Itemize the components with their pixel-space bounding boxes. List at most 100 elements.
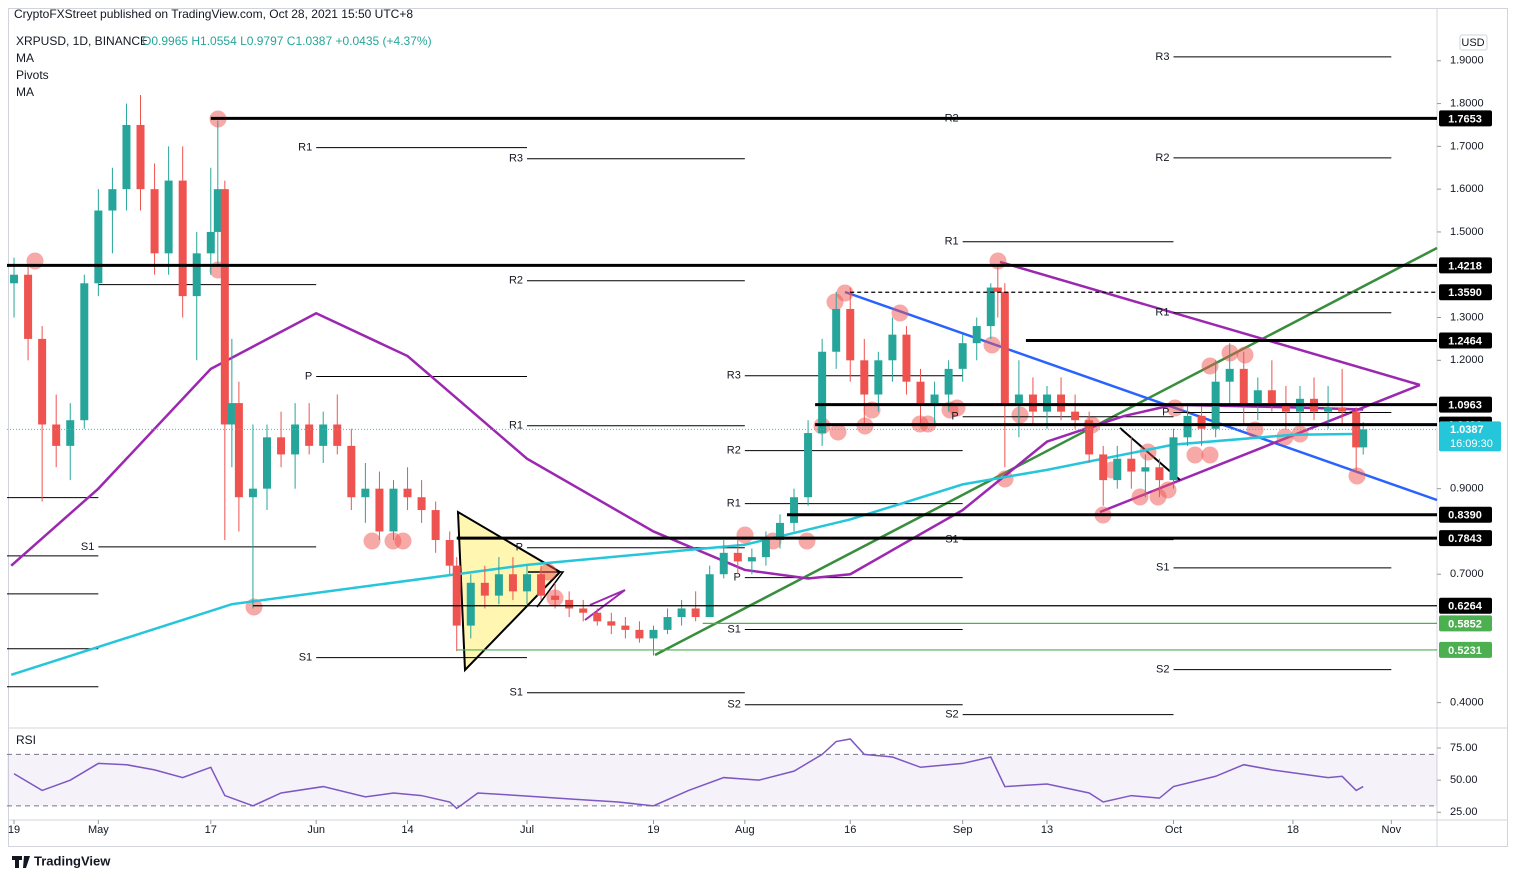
level-tag: [1439, 597, 1492, 614]
y-tick-label: 50.00: [1450, 774, 1478, 786]
rsi-band-fill: [7, 754, 1437, 806]
touch-marker: [26, 252, 44, 270]
candle-body: [227, 403, 236, 425]
y-tick-label: 0.9000: [1450, 483, 1484, 495]
current-price-label: 1.0387: [1450, 424, 1484, 436]
candle-body: [993, 287, 1002, 292]
candle-body: [150, 189, 159, 254]
countdown: 16:09:30: [1450, 438, 1493, 450]
indicator-label: Pivots: [16, 68, 49, 82]
candle-body: [579, 608, 588, 613]
x-tick-label: 18: [1287, 824, 1299, 836]
pivot-label: P: [305, 370, 312, 382]
indicator-label: MA: [16, 85, 34, 99]
candle-body: [1057, 394, 1066, 412]
x-tick-label: May: [88, 824, 109, 836]
candle-body: [1352, 411, 1361, 448]
candle-body: [452, 565, 461, 626]
y-tick-label: 1.2000: [1450, 354, 1484, 366]
candle-body: [494, 574, 503, 596]
pivot-label: S1: [81, 541, 94, 553]
candle-body: [775, 522, 784, 541]
level-label: 1.3590: [1448, 287, 1482, 299]
pivot-label: P: [733, 572, 740, 584]
candle-body: [445, 540, 454, 566]
candle-body: [403, 488, 412, 498]
pivot-label: P: [951, 411, 958, 423]
touch-marker: [736, 526, 754, 544]
x-tick-label: 13: [1041, 824, 1053, 836]
candle-body: [691, 608, 700, 618]
pivot-label: S1: [1156, 562, 1169, 574]
x-tick-label: 19: [647, 824, 659, 836]
level-label: 1.0963: [1448, 400, 1482, 412]
x-tick-label: 14: [401, 824, 413, 836]
level-label: 0.5852: [1448, 618, 1482, 630]
candle-body: [333, 424, 342, 446]
candle-body: [1141, 467, 1150, 472]
candle-body: [1267, 390, 1276, 404]
candle-body: [1324, 407, 1333, 412]
moving-average: [10, 432, 1364, 676]
trend-line: [844, 290, 1438, 502]
candle-body: [1338, 407, 1347, 412]
pivot-label: R1: [509, 420, 523, 432]
touch-marker: [363, 532, 381, 550]
touch-marker: [983, 336, 1001, 354]
level-tag: [1439, 396, 1492, 413]
candle-body: [291, 424, 300, 455]
level-label: 0.8390: [1448, 510, 1482, 522]
candle-body: [888, 334, 897, 361]
touch-marker: [1186, 446, 1204, 464]
candle-body: [1183, 415, 1192, 438]
candle-body: [607, 621, 616, 626]
y-tick-label: 1.9000: [1450, 55, 1484, 67]
candle-body: [705, 574, 714, 618]
pivot-label: S1: [510, 687, 523, 699]
candle-body: [122, 124, 131, 190]
candle-body: [719, 552, 728, 575]
candle-body: [902, 334, 911, 382]
x-tick-label: Jun: [307, 824, 325, 836]
pivot-label: R2: [509, 275, 523, 287]
currency: USD: [1461, 37, 1484, 49]
pivot-label: S2: [727, 699, 740, 711]
pivot-label: R2: [1155, 152, 1169, 164]
y-tick-label: 1.3000: [1450, 311, 1484, 323]
candle-body: [466, 582, 475, 626]
candle-body: [1043, 394, 1051, 412]
level-label: 1.2464: [1448, 335, 1483, 347]
candle-body: [508, 574, 517, 592]
y-tick-label: 1.6000: [1450, 183, 1484, 195]
ohlc: O0.9965 H1.0554 L0.9797 C1.0387 +0.0435 …: [142, 34, 432, 48]
candle-body: [164, 180, 173, 254]
touch-marker: [996, 470, 1014, 488]
touch-marker: [1276, 428, 1294, 446]
candle-body: [1253, 390, 1262, 404]
x-tick-label: 19: [8, 824, 20, 836]
candle-body: [523, 574, 531, 592]
candle-body: [832, 308, 841, 352]
candle-body: [80, 283, 89, 421]
candle-body: [10, 274, 19, 284]
touch-marker: [829, 423, 847, 441]
candle-body: [1127, 458, 1136, 472]
candle-body: [389, 488, 398, 532]
pivot-label: R2: [727, 444, 741, 456]
candle-body: [361, 488, 370, 498]
pivot-label: R1: [1155, 307, 1169, 319]
pivot-label: R1: [945, 236, 959, 248]
candle-body: [565, 599, 574, 609]
touch-marker: [1131, 488, 1149, 506]
touch-marker: [1011, 406, 1029, 424]
pivot-label: S2: [945, 708, 958, 720]
candle-body: [677, 608, 686, 618]
level-label: 0.6264: [1448, 601, 1483, 613]
pivot-label: R1: [298, 142, 312, 154]
pivot-label: R3: [727, 370, 741, 382]
candle-body: [537, 574, 546, 596]
level-tag: [1439, 332, 1492, 349]
candle-body: [846, 308, 855, 361]
trend-line: [654, 246, 1438, 657]
